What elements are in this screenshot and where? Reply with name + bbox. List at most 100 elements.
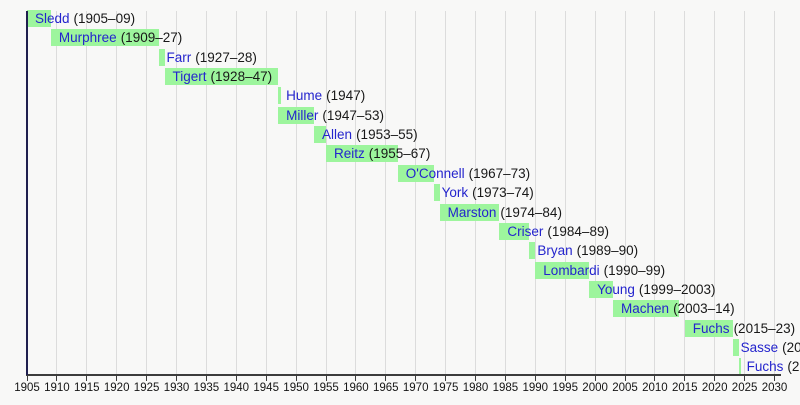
- axis-tick: [564, 375, 566, 381]
- tenure-years: (2: [787, 359, 800, 375]
- axis-tick-label: 1975: [432, 382, 459, 394]
- gridline: [116, 11, 118, 375]
- president-link[interactable]: Young: [597, 281, 635, 297]
- axis-tick: [325, 375, 327, 381]
- gridline: [534, 11, 536, 375]
- timeline-bar: [326, 145, 398, 163]
- timeline-row-label: Machen (2003–14): [621, 299, 735, 318]
- axis-tick: [774, 375, 775, 381]
- axis-tick: [355, 375, 357, 381]
- timeline-bar: [50, 29, 159, 47]
- president-link[interactable]: Lombardi: [543, 262, 600, 278]
- gridline: [744, 11, 746, 375]
- axis-tick-label: 1925: [133, 382, 160, 394]
- timeline-row-label: Murphree (1909–27): [59, 28, 182, 47]
- president-link[interactable]: Allen: [322, 127, 353, 143]
- axis-tick: [504, 375, 506, 381]
- president-link[interactable]: Sledd: [35, 11, 70, 26]
- president-link[interactable]: Hume: [286, 88, 323, 104]
- axis-tick: [684, 375, 686, 381]
- axis-tick-label: 1950: [283, 382, 309, 394]
- gridline: [176, 11, 177, 375]
- axis-tick-label: 1955: [313, 382, 339, 394]
- timeline-start-line: [26, 11, 28, 375]
- axis-tick-label: 1995: [552, 382, 578, 394]
- president-link[interactable]: Fuchs: [692, 320, 730, 336]
- axis-tick: [385, 375, 387, 381]
- timeline-bar: [27, 10, 51, 27]
- axis-tick: [534, 375, 536, 381]
- timeline-bar: [738, 358, 742, 376]
- timeline-bar: [164, 68, 279, 86]
- president-link[interactable]: O'Connell: [405, 165, 465, 181]
- president-link[interactable]: Machen: [621, 301, 670, 317]
- tenure-years: (1947–53): [322, 107, 384, 123]
- gridline: [564, 11, 566, 375]
- timeline-bar: [589, 280, 614, 298]
- timeline-bar: [439, 203, 500, 221]
- president-link[interactable]: Miller: [286, 107, 319, 123]
- axis-tick-label: 1930: [163, 382, 190, 394]
- axis-tick-label: 2030: [761, 382, 788, 394]
- president-link[interactable]: York: [441, 185, 469, 201]
- timeline-row-label: O'Connell (1967–73): [406, 164, 530, 183]
- timeline-row-label: Reitz (1955–67): [334, 144, 430, 163]
- timeline-bar: [499, 222, 530, 240]
- axis-tick: [116, 375, 118, 381]
- axis-tick: [744, 375, 746, 381]
- timeline-row-label: Marston (1974–84): [448, 203, 562, 222]
- axis-tick: [26, 375, 28, 381]
- timeline-bar: [535, 261, 590, 279]
- axis-tick: [624, 375, 626, 381]
- axis-tick-label: 2010: [642, 382, 668, 394]
- timeline-row-label: Lombardi (1990–99): [543, 261, 665, 280]
- president-link[interactable]: Murphree: [58, 30, 117, 46]
- president-link[interactable]: Marston: [447, 204, 497, 220]
- president-link[interactable]: Criser: [507, 223, 544, 239]
- tenure-years: (1955–67): [368, 146, 431, 162]
- axis-tick-label: 1960: [343, 382, 369, 394]
- axis-tick-label: 1920: [103, 382, 130, 394]
- axis-tick: [86, 375, 88, 381]
- tenure-years: (1928–47): [210, 69, 273, 85]
- president-link[interactable]: Reitz: [334, 146, 365, 162]
- gridline: [475, 11, 476, 375]
- gridline: [654, 11, 656, 375]
- president-link[interactable]: Bryan: [537, 243, 573, 259]
- tenure-years: (1947): [326, 88, 366, 104]
- president-link[interactable]: Tigert: [172, 69, 207, 85]
- tenure-years: (1953–55): [356, 127, 418, 143]
- president-link[interactable]: Fuchs: [746, 359, 784, 375]
- axis-tick-label: 1965: [373, 382, 399, 394]
- timeline-row-label: York (1973–74): [442, 183, 534, 202]
- timeline-bar: [732, 338, 739, 356]
- timeline-row-label: Hume (1947): [286, 86, 365, 105]
- president-link[interactable]: Sasse: [740, 339, 779, 355]
- timeline-row-label: Young (1999–2003): [597, 280, 715, 299]
- axis-tick-label: 1990: [522, 382, 549, 394]
- timeline-bar: [613, 300, 679, 318]
- president-link[interactable]: Farr: [166, 49, 192, 65]
- axis-tick-label: 1940: [223, 382, 250, 394]
- tenure-years: (1909–27): [120, 30, 183, 46]
- gridline: [295, 11, 297, 375]
- timeline-row-label: Criser (1984–89): [507, 222, 609, 241]
- x-axis-line: [26, 374, 781, 376]
- timeline-bar: [684, 319, 733, 337]
- axis-tick-label: 2015: [672, 382, 698, 394]
- tenure-years: (1974–84): [500, 204, 562, 220]
- axis-tick: [205, 375, 207, 381]
- axis-tick-label: 1935: [193, 382, 220, 394]
- timeline-bar: [278, 87, 281, 105]
- timeline-bar: [278, 106, 315, 124]
- axis-tick-label: 1980: [462, 382, 489, 394]
- tenure-years: (1967–73): [468, 165, 531, 181]
- timeline-row-label: Fuchs (2: [747, 357, 800, 376]
- axis-tick: [654, 375, 656, 381]
- axis-tick: [56, 375, 58, 381]
- tenure-years: (1999–2003): [638, 281, 716, 297]
- timeline-row-label: Bryan (1989–90): [537, 241, 638, 260]
- axis-tick: [265, 375, 267, 381]
- gridline: [56, 11, 58, 375]
